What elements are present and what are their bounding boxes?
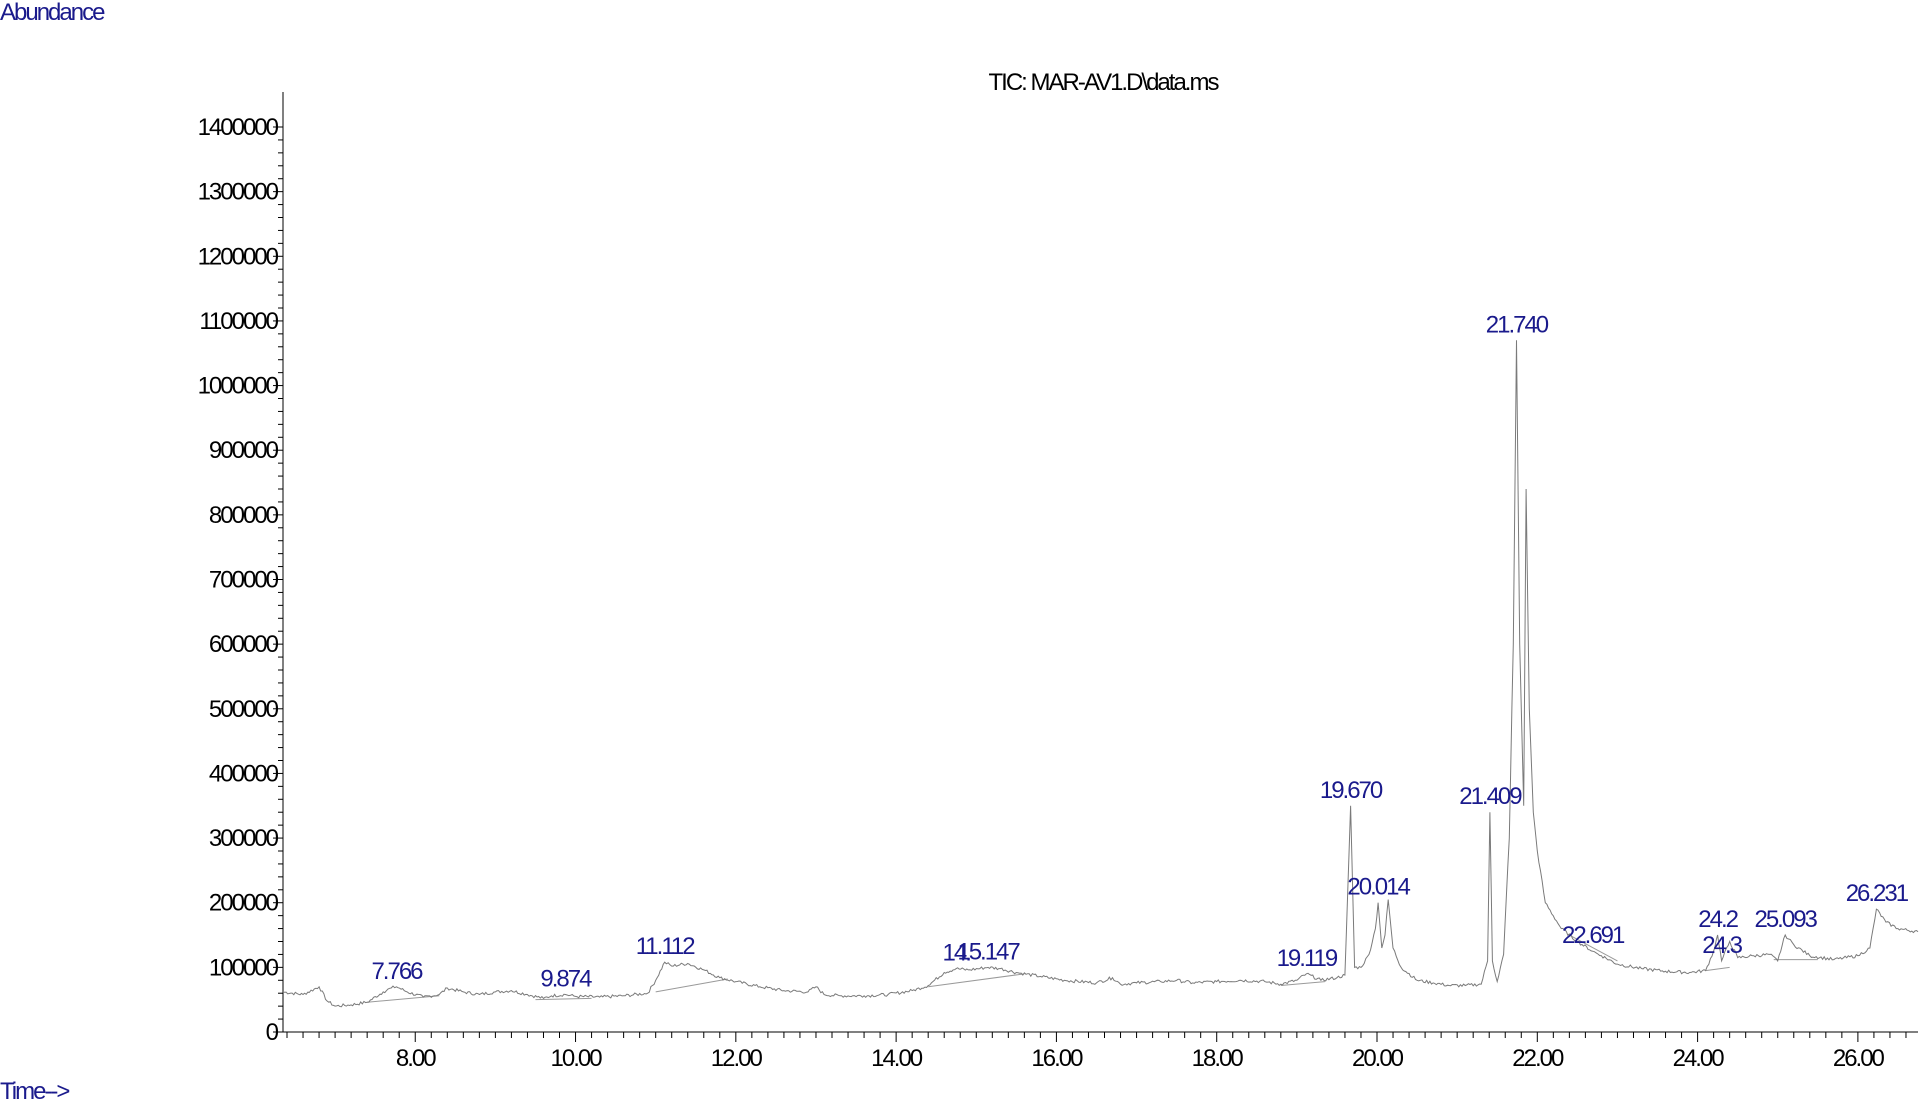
y-tick-label: 400000 [209,760,279,787]
y-tick-label: 200000 [209,890,279,917]
y-tick-label: 1200000 [198,243,279,270]
integration-baseline [1569,934,1618,962]
axes [282,92,1918,1033]
peak-label: 21.409 [1459,783,1522,810]
y-tick-label: 300000 [209,825,279,852]
x-tick-label: 16.00 [1031,1045,1083,1072]
peak-label: 9.874 [540,966,592,993]
y-axis-label: Abundance [0,0,105,26]
peak-label: 24.2 [1698,906,1738,933]
tic-trace-layer [282,340,1919,1008]
y-tick-label: 700000 [209,567,279,594]
x-tick-label: 22.00 [1512,1045,1564,1072]
peak-label: 25.093 [1754,906,1817,933]
y-axis-ticks: 0 100000 200000 300000 400000 500000 600000 700… [198,114,283,1046]
peak-label: 24.3 [1702,932,1742,959]
peak-label: 19.119 [1277,945,1338,972]
integration-baseline [1280,981,1325,986]
peak-label: 26.231 [1846,880,1909,907]
peak-labels: 7.766 9.874 11.112 14.15.147 19.119 19.670 20.… [371,311,1910,993]
tic-trace [282,340,1919,1008]
x-tick-label: 10.00 [551,1045,603,1072]
peak-label: 20.014 [1347,874,1410,901]
x-tick-label: 18.00 [1192,1045,1244,1072]
x-axis-label: Time--> [0,1078,69,1101]
peak-label: 21.740 [1486,311,1549,338]
integration-baseline [928,973,1025,988]
integration-baseline [367,995,440,1003]
y-tick-label: 0 [266,1019,279,1046]
x-tick-label: 12.00 [711,1045,763,1072]
y-tick-label: 1100000 [199,308,278,335]
x-tick-label: 14.00 [871,1045,923,1072]
y-tick-label: 900000 [209,437,279,464]
x-tick-label: 26.00 [1833,1045,1885,1072]
integration-baseline [655,978,728,993]
integration-baseline [535,997,592,1001]
integration-baselines [367,934,1818,1003]
x-tick-label: 24.00 [1673,1045,1725,1072]
y-tick-label: 800000 [209,502,279,529]
peak-label: 22.691 [1562,922,1625,949]
peak-label: 14. [943,940,971,967]
y-tick-label: 1300000 [198,179,279,206]
x-axis-ticks: 8.00 10.00 12.00 14.00 16.00 18.00 20.00 22.00 2… [286,1032,1907,1072]
chart-title: TIC: MAR-AV1.D\data.ms [989,69,1220,96]
y-tick-label: 600000 [209,631,279,658]
peak-label: 15.147 [957,938,1020,965]
peak-label: 7.766 [371,958,423,985]
x-tick-label: 8.00 [396,1045,436,1072]
x-tick-label: 20.00 [1352,1045,1404,1072]
y-tick-label: 1400000 [198,114,279,141]
y-tick-label: 500000 [209,696,279,723]
y-tick-label: 100000 [209,954,279,981]
peak-label: 11.112 [636,933,695,960]
peak-label: 19.670 [1320,777,1383,804]
y-tick-label: 1000000 [198,373,279,400]
integration-baseline [1705,966,1730,972]
